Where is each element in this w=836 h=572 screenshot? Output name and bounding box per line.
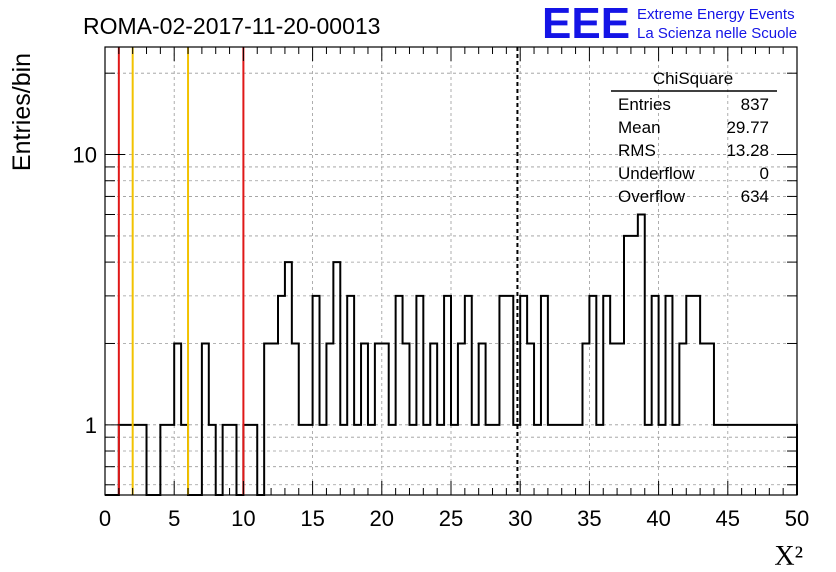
x-axis-label: Χ²: [774, 541, 803, 572]
chart-title: ROMA-02-2017-11-20-00013: [83, 13, 380, 39]
stats-value: 634: [741, 187, 769, 206]
x-tick-label: 35: [577, 506, 601, 531]
x-tick-label: 20: [370, 506, 394, 531]
x-tick-label: 25: [439, 506, 463, 531]
y-axis-label: Entries/bin: [8, 53, 36, 171]
reference-lines: [117, 47, 519, 495]
x-tick-label: 50: [785, 506, 809, 531]
x-axis-ticks: 0 5 10 15 20 25 30 35 40 45 50: [99, 47, 809, 531]
eee-logo: EEE Extreme Energy Events La Scienza nel…: [542, 0, 797, 48]
stats-label: Overflow: [618, 187, 686, 206]
stats-label: Entries: [618, 95, 671, 114]
x-tick-label: 0: [99, 506, 111, 531]
stats-label: Mean: [618, 118, 661, 137]
x-tick-label: 40: [646, 506, 670, 531]
y-tick-label: 1: [85, 413, 97, 438]
stats-value: 837: [741, 95, 769, 114]
x-tick-label: 5: [168, 506, 180, 531]
stats-label: Underflow: [618, 164, 695, 183]
y-axis-ticks: 1 10: [73, 72, 797, 486]
histogram-outline: [105, 213, 798, 496]
histogram-bars: [105, 213, 798, 496]
stats-label: RMS: [618, 141, 656, 160]
x-tick-label: 10: [231, 506, 255, 531]
y-tick-label: 10: [73, 143, 97, 168]
stats-box: ChiSquare Entries 837 Mean 29.77 RMS 13.28 Und…: [611, 69, 777, 206]
x-tick-label: 30: [508, 506, 532, 531]
logo-line-2: La Scienza nelle Scuole: [637, 25, 797, 42]
x-tick-label: 45: [716, 506, 740, 531]
stats-value: 0: [760, 164, 769, 183]
grid: [105, 47, 797, 495]
stats-value: 29.77: [726, 118, 769, 137]
x-tick-label: 15: [300, 506, 324, 531]
stats-value: 13.28: [726, 141, 769, 160]
logo-mark: EEE: [542, 0, 630, 48]
stats-title: ChiSquare: [653, 69, 733, 88]
logo-line-1: Extreme Energy Events: [637, 6, 795, 23]
